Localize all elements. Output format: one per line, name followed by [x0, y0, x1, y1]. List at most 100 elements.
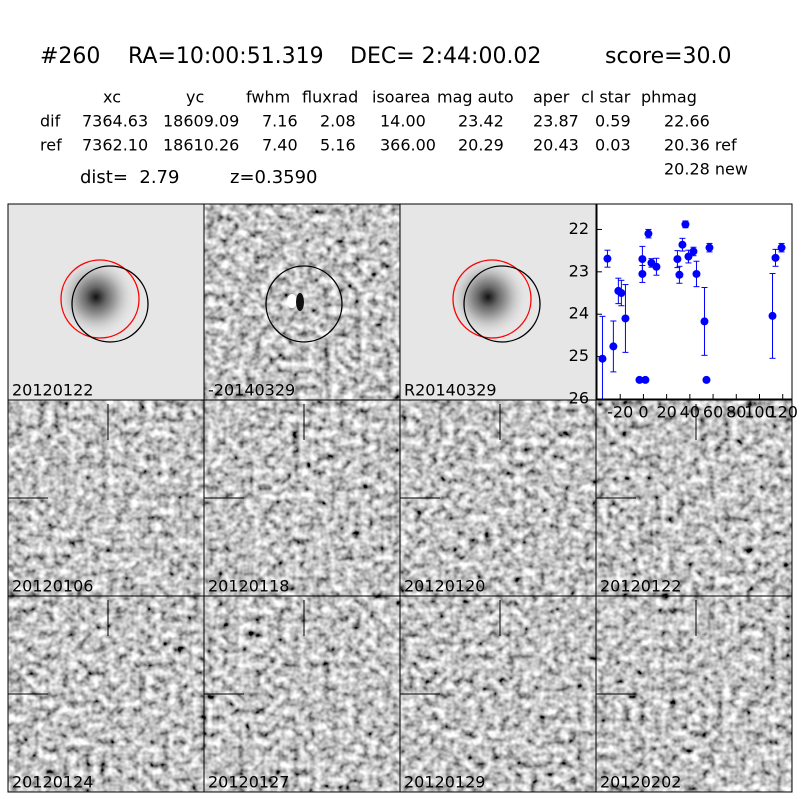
data-point: [700, 317, 709, 326]
new-circle: [463, 265, 541, 343]
table-cell: 7364.63: [82, 112, 148, 131]
stamp: 20120124: [7, 595, 205, 793]
column-header: fwhm: [246, 88, 290, 107]
stamp: 20120129: [399, 595, 597, 793]
table-cell: 0.03: [595, 136, 631, 155]
x-tick-label: 80: [726, 403, 746, 422]
data-point: [635, 375, 644, 384]
data-point: [771, 253, 780, 262]
column-header: fluxrad: [302, 88, 358, 107]
stamp-label: 20120129: [404, 773, 485, 792]
stamp-label: 20120124: [12, 773, 93, 792]
new-circle: [71, 265, 149, 343]
table-cell: 23.42: [458, 112, 504, 131]
data-point: [603, 254, 612, 263]
stamp-label: 20120202: [600, 773, 681, 792]
table-cell: 2.08: [320, 112, 356, 131]
data-point: [702, 375, 711, 384]
plot-bg: [597, 204, 792, 399]
table-cell: dif: [40, 112, 61, 131]
data-point: [689, 247, 698, 256]
stamp: 20120106: [7, 399, 205, 597]
stamp: 20120127: [203, 595, 401, 793]
data-point: [684, 252, 693, 261]
cand-id: #260: [40, 44, 100, 69]
stamp: 20120122: [7, 203, 205, 401]
stamp-label: 20120127: [208, 773, 289, 792]
stamp: R20140329: [399, 203, 597, 401]
plot-area: [598, 220, 786, 399]
table-cell: 18610.26: [163, 136, 239, 155]
table-cell: 366.00: [380, 136, 436, 155]
data-point: [638, 255, 647, 264]
data-point: [598, 354, 607, 363]
data-point: [681, 220, 690, 229]
data-point: [617, 289, 626, 298]
column-header: phmag: [641, 88, 697, 107]
table-cell: 20.29: [458, 136, 504, 155]
stamp: 20120120: [399, 399, 597, 597]
data-point: [675, 270, 684, 279]
score: score=30.0: [605, 44, 732, 69]
x-tick-label: 0: [638, 403, 648, 422]
table-cell: 20.43: [533, 136, 579, 155]
positive-residual: [287, 294, 297, 308]
column-header: xc: [103, 88, 121, 107]
table-cell: 18609.09: [163, 112, 239, 131]
y-tick-label: 22: [569, 219, 589, 238]
stamp: -20140329: [203, 203, 401, 401]
column-header: cl star: [581, 88, 631, 107]
stamp-label: 20120122: [600, 577, 681, 596]
table-cell: 23.87: [533, 112, 579, 131]
stamp-label: 20120120: [404, 577, 485, 596]
stamp-label: R20140329: [404, 381, 497, 400]
ref-circle: [452, 259, 532, 339]
phmag-new: 20.28 new: [664, 160, 748, 179]
data-point: [777, 243, 786, 252]
stamp-label: 20120122: [12, 381, 93, 400]
dist: dist= 2.79: [80, 167, 179, 188]
table-cell: 5.16: [320, 136, 356, 155]
stamp: 20120118: [203, 399, 401, 597]
table-cell: 0.59: [595, 112, 631, 131]
new-circle: [265, 265, 343, 343]
table-cell: 22.66: [664, 112, 710, 131]
x-tick-label: 100: [744, 403, 775, 422]
stamp-label: 20120118: [208, 577, 289, 596]
data-point: [673, 255, 682, 264]
stamp: 20120122: [595, 399, 793, 597]
table-cell: ref: [40, 136, 62, 155]
stamp-label: -20140329: [208, 381, 295, 400]
x-tick-label: 60: [703, 403, 723, 422]
negative-residual: [296, 293, 304, 311]
y-tick-label: 24: [569, 304, 589, 323]
stamp-frame: [595, 595, 793, 793]
column-header: aper: [533, 88, 570, 107]
column-header: isoarea: [372, 88, 430, 107]
y-tick-label: 23: [569, 261, 589, 280]
data-point: [609, 342, 618, 351]
x-tick-label: 120: [767, 403, 798, 422]
data-point: [644, 229, 653, 238]
data-point: [641, 375, 650, 384]
column-header: mag auto: [437, 88, 514, 107]
y-tick-label: 26: [569, 389, 589, 408]
data-point: [692, 269, 701, 278]
table-cell: 20.36 ref: [664, 136, 737, 155]
x-tick-label: 40: [680, 403, 700, 422]
redshift: z=0.3590: [230, 167, 318, 188]
x-tick-label: -20: [607, 403, 633, 422]
source-blob: [448, 257, 528, 337]
data-point: [621, 314, 630, 323]
table-cell: 7.40: [262, 136, 298, 155]
x-tick-label: 20: [656, 403, 676, 422]
stamp: 20120202: [595, 595, 793, 793]
dec: DEC= 2:44:00.02: [350, 44, 541, 69]
data-point: [652, 262, 661, 271]
data-point: [678, 240, 687, 249]
source-blob: [56, 257, 136, 337]
column-header: yc: [186, 88, 204, 107]
data-point: [705, 243, 714, 252]
data-point: [768, 311, 777, 320]
